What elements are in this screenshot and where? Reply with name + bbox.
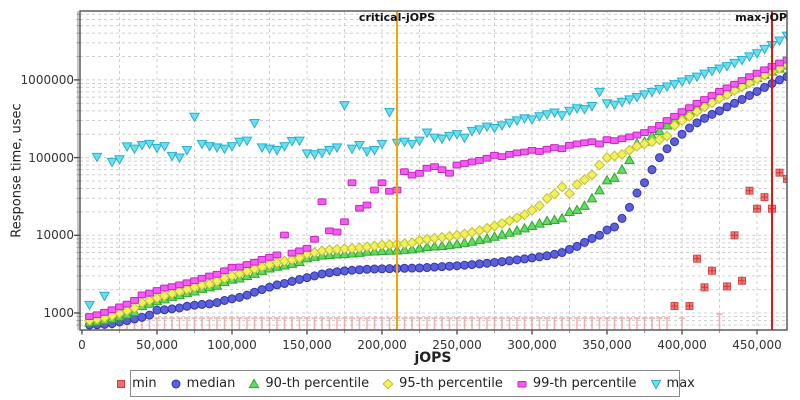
legend-label: 95-th percentile (399, 376, 503, 391)
legend-marker-circle-icon (171, 379, 181, 388)
series-min (86, 168, 787, 330)
x-tick-label: 150,000 (282, 338, 332, 352)
x-axis-title: jOPS (414, 350, 452, 366)
y-tick-label: 1000000 (20, 72, 74, 87)
legend-marker-triangle-down-icon (650, 379, 662, 390)
series-99-th-percentile (85, 56, 787, 320)
legend-marker-diamond-icon (382, 377, 394, 390)
legend-label: max (666, 376, 695, 391)
legend-marker-square-wide-icon (517, 380, 527, 387)
y-axis-title: Response time, usec (9, 103, 25, 238)
x-tick-label: 0 (78, 338, 86, 352)
legend-item-90-th-percentile: 90-th percentile (248, 376, 369, 391)
y-tick-label: 10000 (35, 228, 74, 243)
x-tick-label: 200,000 (357, 338, 407, 352)
legend-item-median: median (170, 376, 236, 391)
y-tick-label: 100000 (28, 150, 74, 165)
y-tick-label: 1000 (43, 306, 74, 320)
legend-item-95-th-percentile: 95-th percentile (382, 376, 503, 391)
x-tick-label: 100,000 (207, 338, 257, 352)
x-tick-label: 300,000 (507, 338, 557, 352)
legend-marker-tick-square-icon (117, 379, 126, 388)
x-tick-label: 450,000 (732, 338, 782, 352)
series-max (84, 31, 787, 311)
legend-item-min: min (115, 376, 157, 391)
legend: min median 90-th percentile 95-th percentil… (117, 370, 695, 397)
max-jOP-label: max-jOP (735, 11, 787, 24)
x-tick-label: 250,000 (432, 338, 482, 352)
x-tick-label: 50,000 (136, 338, 178, 352)
plot-canvas (74, 10, 788, 335)
legend-item-max: max (650, 376, 695, 391)
legend-label: min (132, 376, 157, 391)
legend-label: 99-th percentile (532, 376, 637, 391)
plot-border (79, 10, 788, 331)
legend-marker-triangle-up-icon (248, 377, 260, 388)
legend-label: 90-th percentile (265, 376, 370, 391)
legend-label: median (186, 376, 236, 391)
legend-item-99-th-percentile: 99-th percentile (516, 376, 637, 391)
critical-jOPS-label: critical-jOPS (358, 11, 436, 24)
x-tick-label: 350,000 (582, 338, 632, 352)
x-tick-label: 400,000 (657, 338, 707, 352)
series-median (85, 72, 787, 330)
